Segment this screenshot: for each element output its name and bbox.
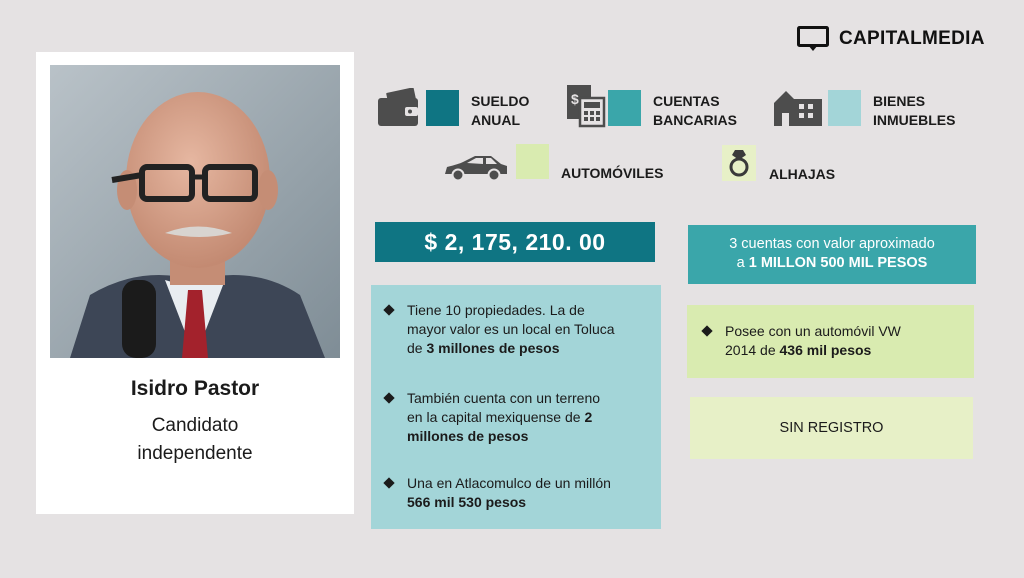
property-1-prefix: de [407,340,427,356]
property-3-line1: Una en Atlacomulco de un millón [407,475,611,491]
car-item: Posee con un automóvil VW 2014 de 436 mi… [701,322,901,360]
property-1-amount: 3 millones de pesos [426,340,560,356]
legend-label-autos: AUTOMÓVILES [561,165,664,181]
legend-cuentas-bancarias: CUENTAS BANCARIAS [608,90,737,130]
property-1-line1: Tiene 10 propiedades. La de [407,302,585,318]
legend-alhajas: ALHAJAS [722,145,835,184]
speech-bubble-icon [797,26,829,52]
legend-swatch-bienes [828,90,861,126]
brand-name: CAPITALMEDIA [839,28,985,49]
legend-sueldo-anual: SUELDO ANUAL [426,90,529,130]
legend-automoviles: AUTOMÓVILES [516,144,663,183]
legend-swatch-cuentas [608,90,641,126]
candidate-photo [50,65,340,358]
diamond-bullet-icon [701,325,713,337]
properties-box: Tiene 10 propiedades. La de mayor valor … [371,285,661,529]
property-item-3: Una en Atlacomulco de un millón 566 mil … [383,474,611,512]
property-2-amount-a: 2 [584,409,593,425]
accounts-line1: 3 cuentas con valor aproximado [729,236,935,252]
bank-accounts-box: 3 cuentas con valor aproximado a 1 MILLO… [688,225,976,284]
legend-swatch-alhajas [722,145,756,181]
car-icon [443,154,509,187]
accounts-line2: a 1 MILLON 500 MIL PESOS [688,254,976,273]
legend-label-bienes: BIENES INMUEBLES [873,93,956,128]
property-2-prefix: en la capital mexiquense de [407,409,585,425]
car-line2: 2014 de 436 mil pesos [725,341,901,360]
calculator-icon: $ [566,84,606,133]
car-box: Posee con un automóvil VW 2014 de 436 mi… [687,305,974,378]
candidate-role-line2: independente [137,443,253,464]
svg-text:$: $ [571,91,579,107]
car-prefix: 2014 de [725,342,780,358]
candidate-card: Isidro Pastor Candidato independente [36,52,354,514]
car-amount: 436 mil pesos [779,342,872,358]
candidate-name: Isidro Pastor [130,377,260,400]
diamond-bullet-icon [383,304,395,316]
legend-swatch-sueldo [426,90,459,126]
salary-box: $ 2, 175, 210. 00 [375,222,655,262]
legend-label-sueldo: SUELDO ANUAL [471,93,530,128]
jewelry-box: SIN REGISTRO [690,397,973,459]
brand-logo: CAPITALMEDIA [797,26,985,52]
candidate-role-line1: Candidato [151,415,239,436]
candidate-role: Candidato independente [36,412,354,468]
car-line1: Posee con un automóvil VW [725,323,901,339]
property-item-1: Tiene 10 propiedades. La de mayor valor … [383,301,615,358]
ring-icon [727,148,751,183]
legend-bienes-inmuebles: BIENES INMUEBLES [828,90,955,130]
legend-swatch-autos [516,144,549,179]
property-2-line2: en la capital mexiquense de 2 [407,408,600,427]
property-1-line3: de 3 millones de pesos [407,339,615,358]
legend-label-cuentas: CUENTAS BANCARIAS [653,93,737,128]
property-2-line1: También cuenta con un terreno [407,390,601,406]
buildings-icon [772,85,824,132]
accounts-amount: 1 MILLON 500 MIL PESOS [748,255,928,271]
property-2-line3: millones de pesos [407,427,600,446]
property-3-amount: 566 mil 530 pesos [407,494,527,510]
wallet-icon [377,87,421,133]
property-item-2: También cuenta con un terreno en la capi… [383,389,601,446]
diamond-bullet-icon [383,477,395,489]
property-3-line2: 566 mil 530 pesos [407,493,611,512]
property-2-amount-b: millones de pesos [407,428,529,444]
diamond-bullet-icon [383,392,395,404]
property-1-line2: mayor valor es un local en Toluca [407,321,615,337]
legend-label-alhajas: ALHAJAS [769,166,836,182]
accounts-line2-prefix: a [736,255,749,271]
